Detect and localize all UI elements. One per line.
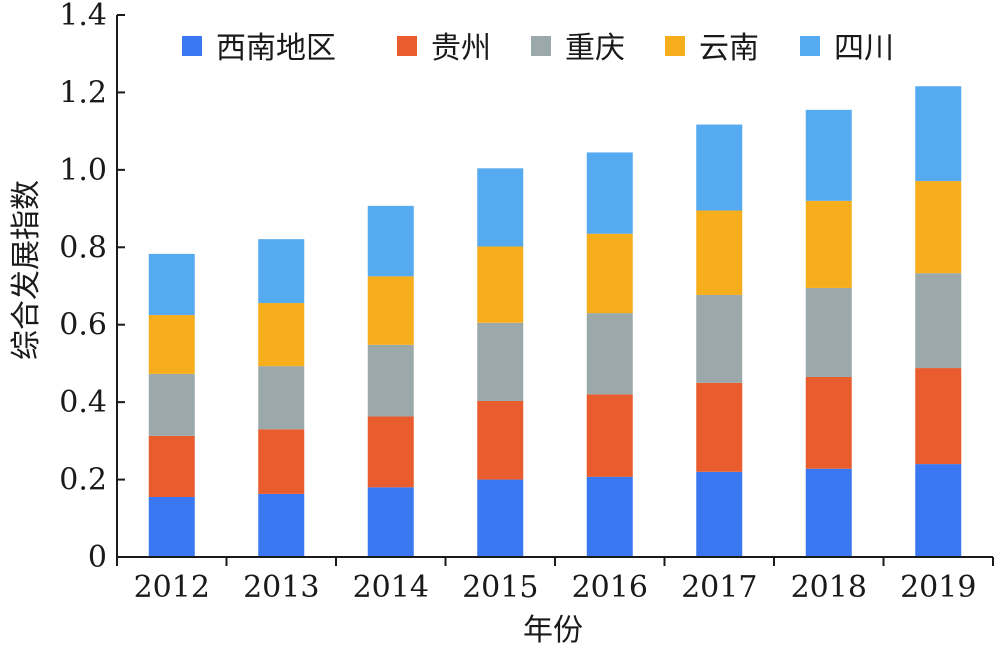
y-tick-label: 0.6 bbox=[59, 308, 107, 343]
y-tick-label: 0.2 bbox=[59, 463, 107, 498]
legend-swatch bbox=[800, 36, 820, 56]
y-tick-label: 0 bbox=[88, 540, 107, 575]
legend-swatch bbox=[397, 36, 417, 56]
bar-segment-2017-series-4 bbox=[696, 124, 743, 211]
bar-segment-2017-series-0 bbox=[696, 471, 743, 557]
y-tick-label: 1.2 bbox=[59, 75, 107, 110]
legend-swatch bbox=[531, 36, 551, 56]
bar-segment-2018-series-3 bbox=[805, 200, 852, 288]
x-axis-title: 年份 bbox=[523, 613, 583, 648]
bar-segment-2016-series-4 bbox=[586, 152, 633, 234]
legend-label: 四川 bbox=[834, 31, 894, 66]
bar-segment-2015-series-0 bbox=[477, 479, 524, 557]
bar-segment-2019-series-3 bbox=[915, 181, 962, 274]
x-tick-label: 2015 bbox=[462, 570, 538, 605]
bar-segment-2019-series-1 bbox=[915, 368, 962, 465]
x-tick-label: 2019 bbox=[900, 570, 976, 605]
bar-segment-2015-series-1 bbox=[477, 400, 524, 480]
bar-segment-2012-series-1 bbox=[148, 435, 195, 497]
bar-segment-2017-series-3 bbox=[696, 210, 743, 295]
bar-segment-2018-series-4 bbox=[805, 109, 852, 201]
bar-segment-2012-series-2 bbox=[148, 373, 195, 436]
bar-segment-2013-series-3 bbox=[258, 303, 305, 367]
bar-segment-2015-series-4 bbox=[477, 168, 524, 247]
bar-segment-2013-series-0 bbox=[258, 493, 305, 557]
y-tick-label: 0.8 bbox=[59, 230, 107, 265]
bar-segment-2012-series-3 bbox=[148, 315, 195, 374]
axes bbox=[116, 14, 994, 566]
legend-label: 重庆 bbox=[565, 31, 625, 66]
bar-segment-2018-series-2 bbox=[805, 287, 852, 377]
bar-segment-2016-series-0 bbox=[586, 476, 633, 557]
bar-segment-2016-series-3 bbox=[586, 233, 633, 314]
legend: 西南地区 贵州 重庆 云南 四川 bbox=[182, 31, 894, 66]
x-tick-label: 2018 bbox=[791, 570, 867, 605]
bar-segment-2016-series-1 bbox=[586, 394, 633, 477]
legend-label: 云南 bbox=[699, 31, 759, 66]
legend-label: 西南地区 bbox=[216, 31, 336, 66]
y-tick-label: 1.4 bbox=[59, 0, 107, 33]
bar-segment-2013-series-4 bbox=[258, 239, 305, 304]
bar-segment-2019-series-0 bbox=[915, 464, 962, 557]
bar-segment-2013-series-1 bbox=[258, 429, 305, 494]
x-tick-label: 2014 bbox=[353, 570, 429, 605]
bar-segment-2013-series-2 bbox=[258, 366, 305, 430]
legend-swatch bbox=[182, 36, 202, 56]
bar-segment-2015-series-2 bbox=[477, 322, 524, 401]
bar-segment-2017-series-1 bbox=[696, 382, 743, 472]
bar-segment-2012-series-4 bbox=[148, 253, 195, 316]
bar-segment-2014-series-4 bbox=[367, 205, 414, 277]
bar-layer bbox=[148, 86, 962, 557]
legend-label: 贵州 bbox=[431, 31, 491, 66]
bar-segment-2012-series-0 bbox=[148, 496, 195, 557]
bar-segment-2019-series-4 bbox=[915, 86, 962, 182]
x-tick-label: 2016 bbox=[572, 570, 648, 605]
tick-labels: 0 0.2 0.4 0.6 0.8 1.0 1.2 1.4 2012 2013 2014 2015 20… bbox=[59, 0, 976, 605]
bar-segment-2019-series-2 bbox=[915, 273, 962, 369]
y-tick-label: 0.4 bbox=[59, 385, 107, 420]
x-tick-label: 2012 bbox=[134, 570, 210, 605]
x-tick-label: 2017 bbox=[681, 570, 757, 605]
y-axis-title: 综合发展指数 bbox=[9, 180, 44, 360]
bar-segment-2014-series-3 bbox=[367, 276, 414, 345]
y-tick-label: 1.0 bbox=[59, 153, 107, 188]
x-tick-label: 2013 bbox=[243, 570, 319, 605]
bar-segment-2018-series-1 bbox=[805, 376, 852, 469]
bar-segment-2014-series-1 bbox=[367, 416, 414, 488]
bar-segment-2014-series-0 bbox=[367, 487, 414, 557]
bar-segment-2018-series-0 bbox=[805, 468, 852, 557]
legend-swatch bbox=[665, 36, 685, 56]
bar-segment-2015-series-3 bbox=[477, 246, 524, 323]
bar-segment-2014-series-2 bbox=[367, 344, 414, 417]
bar-segment-2016-series-2 bbox=[586, 313, 633, 395]
bar-segment-2017-series-2 bbox=[696, 294, 743, 383]
